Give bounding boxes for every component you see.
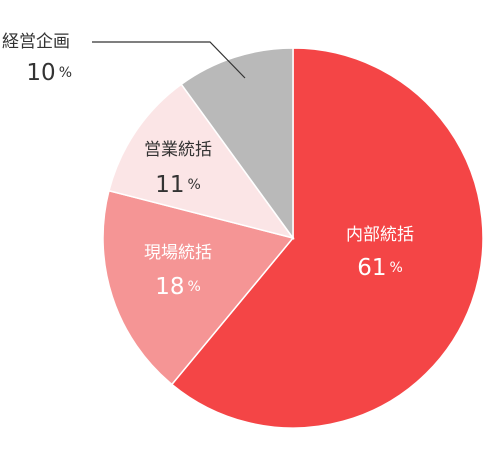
slice-value: 11% xyxy=(155,172,201,198)
value-unit: % xyxy=(59,65,72,81)
value-unit: % xyxy=(187,177,200,193)
slice-label: 現場統括 xyxy=(144,243,212,263)
pie-slice xyxy=(170,47,484,429)
value-number: 11 xyxy=(155,172,184,198)
pie-slice xyxy=(180,47,294,241)
slice-label: 内部統括 xyxy=(346,225,414,245)
leader-line xyxy=(92,41,246,79)
pie-slice xyxy=(108,83,295,240)
value-number: 10 xyxy=(26,60,55,86)
slice-value: 61% xyxy=(357,255,403,281)
slice-label: 経営企画 xyxy=(2,32,70,52)
slice-label: 営業統括 xyxy=(144,140,212,160)
value-number: 18 xyxy=(155,274,184,300)
slice-value: 10% xyxy=(26,60,72,86)
slice-value: 18% xyxy=(155,274,201,300)
pie-slice xyxy=(102,189,295,386)
value-number: 61 xyxy=(357,255,386,281)
value-unit: % xyxy=(389,260,402,276)
value-unit: % xyxy=(187,279,200,295)
